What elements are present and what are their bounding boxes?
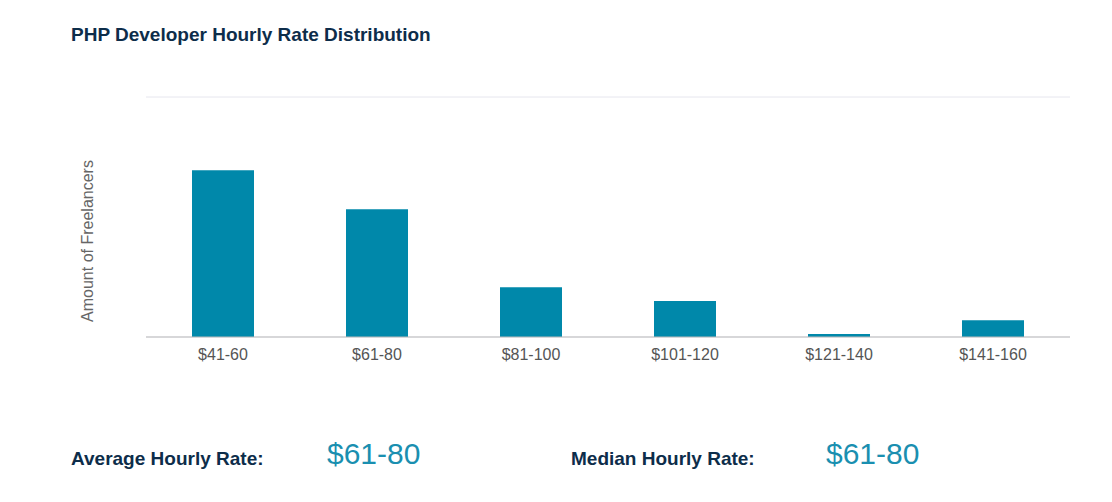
svg-text:$101-120: $101-120 xyxy=(651,346,719,363)
html-text:$61-80: $61-80 xyxy=(327,437,421,470)
svg-text:$141-160: $141-160 xyxy=(959,346,1027,363)
html-text:PHP Developer Hourly Rate Dist: PHP Developer Hourly Rate Distribution xyxy=(71,24,431,45)
svg-text:$61-80: $61-80 xyxy=(352,346,402,363)
html-text:Average Hourly Rate:: Average Hourly Rate: xyxy=(71,448,264,469)
html-text:Median Hourly Rate:: Median Hourly Rate: xyxy=(571,448,755,469)
svg-text:$81-100: $81-100 xyxy=(502,346,561,363)
html-text:Amount of Freelancers: Amount of Freelancers xyxy=(79,160,96,322)
svg-text:$41-60: $41-60 xyxy=(198,346,248,363)
svg-text:$121-140: $121-140 xyxy=(805,346,873,363)
html-text:$61-80: $61-80 xyxy=(826,437,920,470)
